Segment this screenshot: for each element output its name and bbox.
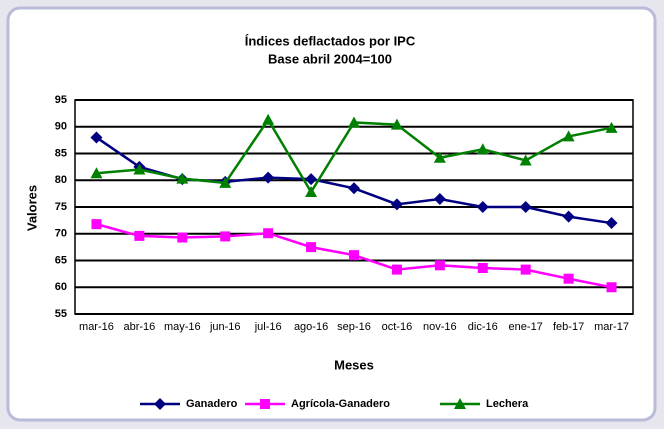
data-point (305, 173, 318, 186)
legend-marker (454, 398, 466, 409)
y-tick-label: 95 (55, 94, 67, 106)
data-point (348, 116, 360, 128)
data-point (176, 172, 189, 184)
data-point (305, 186, 318, 198)
data-point (562, 130, 575, 142)
x-tick-label: abr-16 (123, 321, 155, 333)
data-point (391, 264, 402, 275)
data-point (433, 192, 446, 205)
legend-label: Agrícola-Ganadero (291, 398, 390, 410)
y-tick-label: 85 (55, 147, 67, 159)
x-axis-label: Meses (334, 357, 374, 372)
y-tick-label: 65 (55, 254, 67, 266)
data-point (262, 171, 275, 184)
x-tick-label: may-16 (164, 321, 201, 333)
data-point (348, 182, 360, 195)
x-tick-label: feb-17 (553, 321, 584, 333)
data-point (476, 143, 489, 155)
data-point (390, 118, 403, 130)
x-tick-label: dic-16 (468, 321, 498, 333)
data-point (434, 260, 445, 271)
chart-subtitle: Base abril 2004=100 (268, 51, 392, 66)
x-tick-label: mar-16 (79, 321, 114, 333)
data-point (90, 131, 103, 144)
x-tick-label: jun-16 (209, 321, 241, 333)
chart-title: Índices deflactados por IPC (245, 33, 416, 48)
y-tick-label: 55 (55, 308, 67, 320)
data-point (133, 163, 146, 175)
y-tick-label: 90 (55, 121, 67, 133)
data-point (476, 201, 489, 213)
y-tick-label: 70 (55, 228, 67, 240)
y-axis-label: Valores (24, 185, 39, 231)
data-point (563, 273, 574, 284)
x-tick-label: nov-16 (423, 321, 457, 333)
data-point (519, 201, 532, 213)
legend-marker (260, 399, 270, 409)
data-point (562, 210, 575, 223)
data-point (349, 250, 359, 261)
x-tick-label: ene-17 (509, 321, 543, 333)
data-point (220, 231, 231, 242)
x-tick-label: oct-16 (382, 321, 413, 333)
data-point (477, 262, 488, 273)
data-point (433, 151, 446, 163)
data-point (262, 113, 275, 125)
y-tick-label: 75 (55, 201, 67, 213)
legend-label: Lechera (486, 398, 529, 410)
legend-label: Ganadero (186, 398, 238, 410)
data-point (306, 242, 317, 253)
data-point (177, 232, 188, 243)
data-point (134, 230, 145, 241)
data-point (520, 264, 531, 275)
data-point (390, 198, 403, 211)
data-point (91, 219, 102, 230)
x-tick-label: mar-17 (594, 321, 629, 333)
legend-marker (154, 398, 166, 410)
data-point (219, 176, 232, 188)
x-tick-label: ago-16 (294, 321, 328, 333)
y-tick-label: 80 (55, 174, 67, 186)
x-tick-label: sep-16 (337, 321, 371, 333)
data-point (605, 217, 618, 230)
x-tick-label: jul-16 (254, 321, 282, 333)
data-point (263, 228, 274, 239)
data-point (90, 167, 103, 179)
data-point (606, 282, 617, 293)
data-point (605, 121, 618, 133)
data-point (519, 154, 532, 166)
y-tick-label: 60 (55, 281, 67, 293)
